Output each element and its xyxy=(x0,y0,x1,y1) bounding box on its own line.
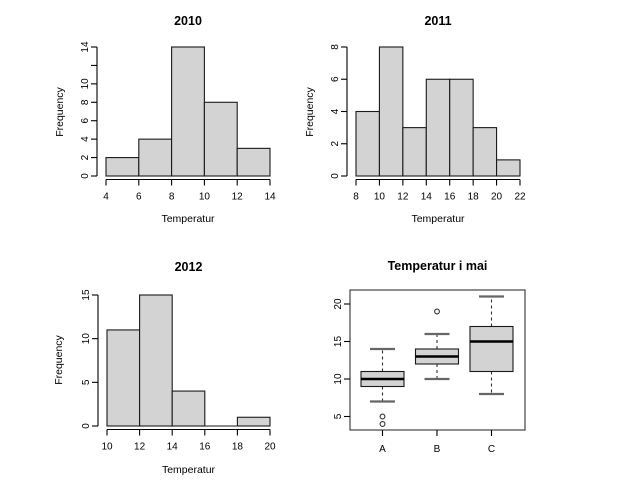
category-label: A xyxy=(379,444,386,455)
y-tick-label: 14 xyxy=(80,41,91,53)
x-axis: 8 10 12 14 16 18 20 22 xyxy=(353,178,526,203)
y-tick-label: 6 xyxy=(330,76,341,82)
y-tick-label: 0 xyxy=(330,173,341,179)
y-axis: 0 2 4 6 8 xyxy=(330,44,348,179)
x-tick-label: 16 xyxy=(199,442,211,453)
panel-hist-2010: 0 2 4 6 8 10 14 4 6 8 10 12 14 xyxy=(80,41,276,202)
x-tick-label: 10 xyxy=(199,192,211,203)
histogram-bar xyxy=(139,294,173,427)
box-group-A xyxy=(360,347,405,427)
y-tick-label: 15 xyxy=(81,289,92,301)
box-group-B xyxy=(414,308,460,381)
panel-boxplot-temperatur-i-mai: 5 10 15 20 A B C xyxy=(333,289,526,455)
y-tick-label: 10 xyxy=(81,333,92,345)
y-tick-label: 5 xyxy=(333,413,344,419)
histogram-bar xyxy=(138,138,173,177)
x-tick-label: 14 xyxy=(264,192,276,203)
x-tick-label: 8 xyxy=(353,192,359,203)
x-tick-label: 18 xyxy=(468,192,480,203)
panel-hist-2011: 0 2 4 6 8 8 10 12 14 16 18 20 22 xyxy=(330,44,526,203)
outlier-point xyxy=(379,421,386,427)
x-axis: 4 6 8 10 12 14 xyxy=(103,178,276,203)
histogram-bar xyxy=(496,159,521,177)
histogram-bar xyxy=(449,78,474,177)
panel-title-2012: 2012 xyxy=(174,260,203,274)
histogram-bar xyxy=(402,127,427,177)
panel-title-boxplot: Temperatur i mai xyxy=(387,259,488,273)
histogram-bars xyxy=(106,294,271,427)
x-tick-label: 12 xyxy=(134,442,146,453)
y-tick-label: 0 xyxy=(80,173,91,179)
y-tick-label: 6 xyxy=(80,117,91,123)
x-tick-label: 16 xyxy=(444,192,456,203)
x-tick-label: 12 xyxy=(397,192,409,203)
yaxis-label-2012: Frequency xyxy=(53,335,65,385)
x-tick-label: 20 xyxy=(264,442,276,453)
y-tick-label: 4 xyxy=(330,108,341,114)
xaxis-label-2010: Temperatur xyxy=(161,213,215,225)
y-tick-label: 2 xyxy=(80,154,91,160)
histogram-bar xyxy=(203,101,238,177)
x-tick-label: 22 xyxy=(514,192,526,203)
y-tick-label: 4 xyxy=(80,136,91,142)
category-label: B xyxy=(434,444,441,455)
histogram-bar xyxy=(236,416,271,427)
histogram-bar xyxy=(355,110,380,177)
histogram-bar xyxy=(171,46,205,177)
x-tick-label: 10 xyxy=(101,442,113,453)
y-tick-label: 2 xyxy=(330,141,341,147)
x-tick-label: 12 xyxy=(232,192,244,203)
y-axis: 0 2 4 6 8 10 14 xyxy=(80,41,98,179)
panel-title-2011: 2011 xyxy=(424,14,452,28)
histogram-bar xyxy=(425,78,451,177)
box-group-C xyxy=(469,295,514,396)
y-tick-label: 8 xyxy=(330,44,341,50)
y-tick-label: 5 xyxy=(81,379,92,385)
y-tick-label: 10 xyxy=(333,373,344,385)
x-tick-label: 10 xyxy=(374,192,386,203)
histogram-bar xyxy=(236,147,271,177)
x-tick-label: 8 xyxy=(169,192,175,203)
y-axis: 0 5 10 15 xyxy=(81,289,99,429)
panel-hist-2012: 0 5 10 15 10 12 14 16 18 20 xyxy=(81,289,276,452)
y-tick-label: 8 xyxy=(80,99,91,105)
outlier-point xyxy=(379,413,386,420)
category-label: C xyxy=(488,444,495,455)
histogram-bar xyxy=(106,329,141,427)
y-tick-label: 20 xyxy=(333,298,344,310)
x-tick-label: 14 xyxy=(167,442,179,453)
yaxis-label-2010: Frequency xyxy=(54,87,66,137)
x-tick-label: 14 xyxy=(421,192,433,203)
histogram-bar xyxy=(378,46,404,177)
y-tick-label: 10 xyxy=(80,78,91,90)
x-tick-label: 6 xyxy=(136,192,142,203)
x-tick-label: 4 xyxy=(103,192,109,203)
histogram-bars xyxy=(105,46,271,177)
x-tick-label: 20 xyxy=(491,192,503,203)
y-tick-label: 0 xyxy=(81,423,92,429)
histogram-bar xyxy=(472,127,498,177)
outlier-point xyxy=(434,308,440,315)
iqr-box xyxy=(469,325,514,373)
x-tick-label: 18 xyxy=(232,442,244,453)
histogram-bar xyxy=(105,157,140,177)
xaxis-label-2012: Temperatur xyxy=(161,464,216,476)
panel-title-2010: 2010 xyxy=(174,14,202,28)
x-axis: 10 12 14 16 18 20 xyxy=(101,428,276,453)
yaxis-label-2011: Frequency xyxy=(304,87,316,137)
histogram-bars xyxy=(355,46,521,177)
y-tick-label: 15 xyxy=(333,336,344,348)
y-axis: 5 10 15 20 xyxy=(333,298,350,419)
xaxis-label-2011: Temperatur xyxy=(411,213,465,225)
histogram-bar xyxy=(171,390,206,427)
